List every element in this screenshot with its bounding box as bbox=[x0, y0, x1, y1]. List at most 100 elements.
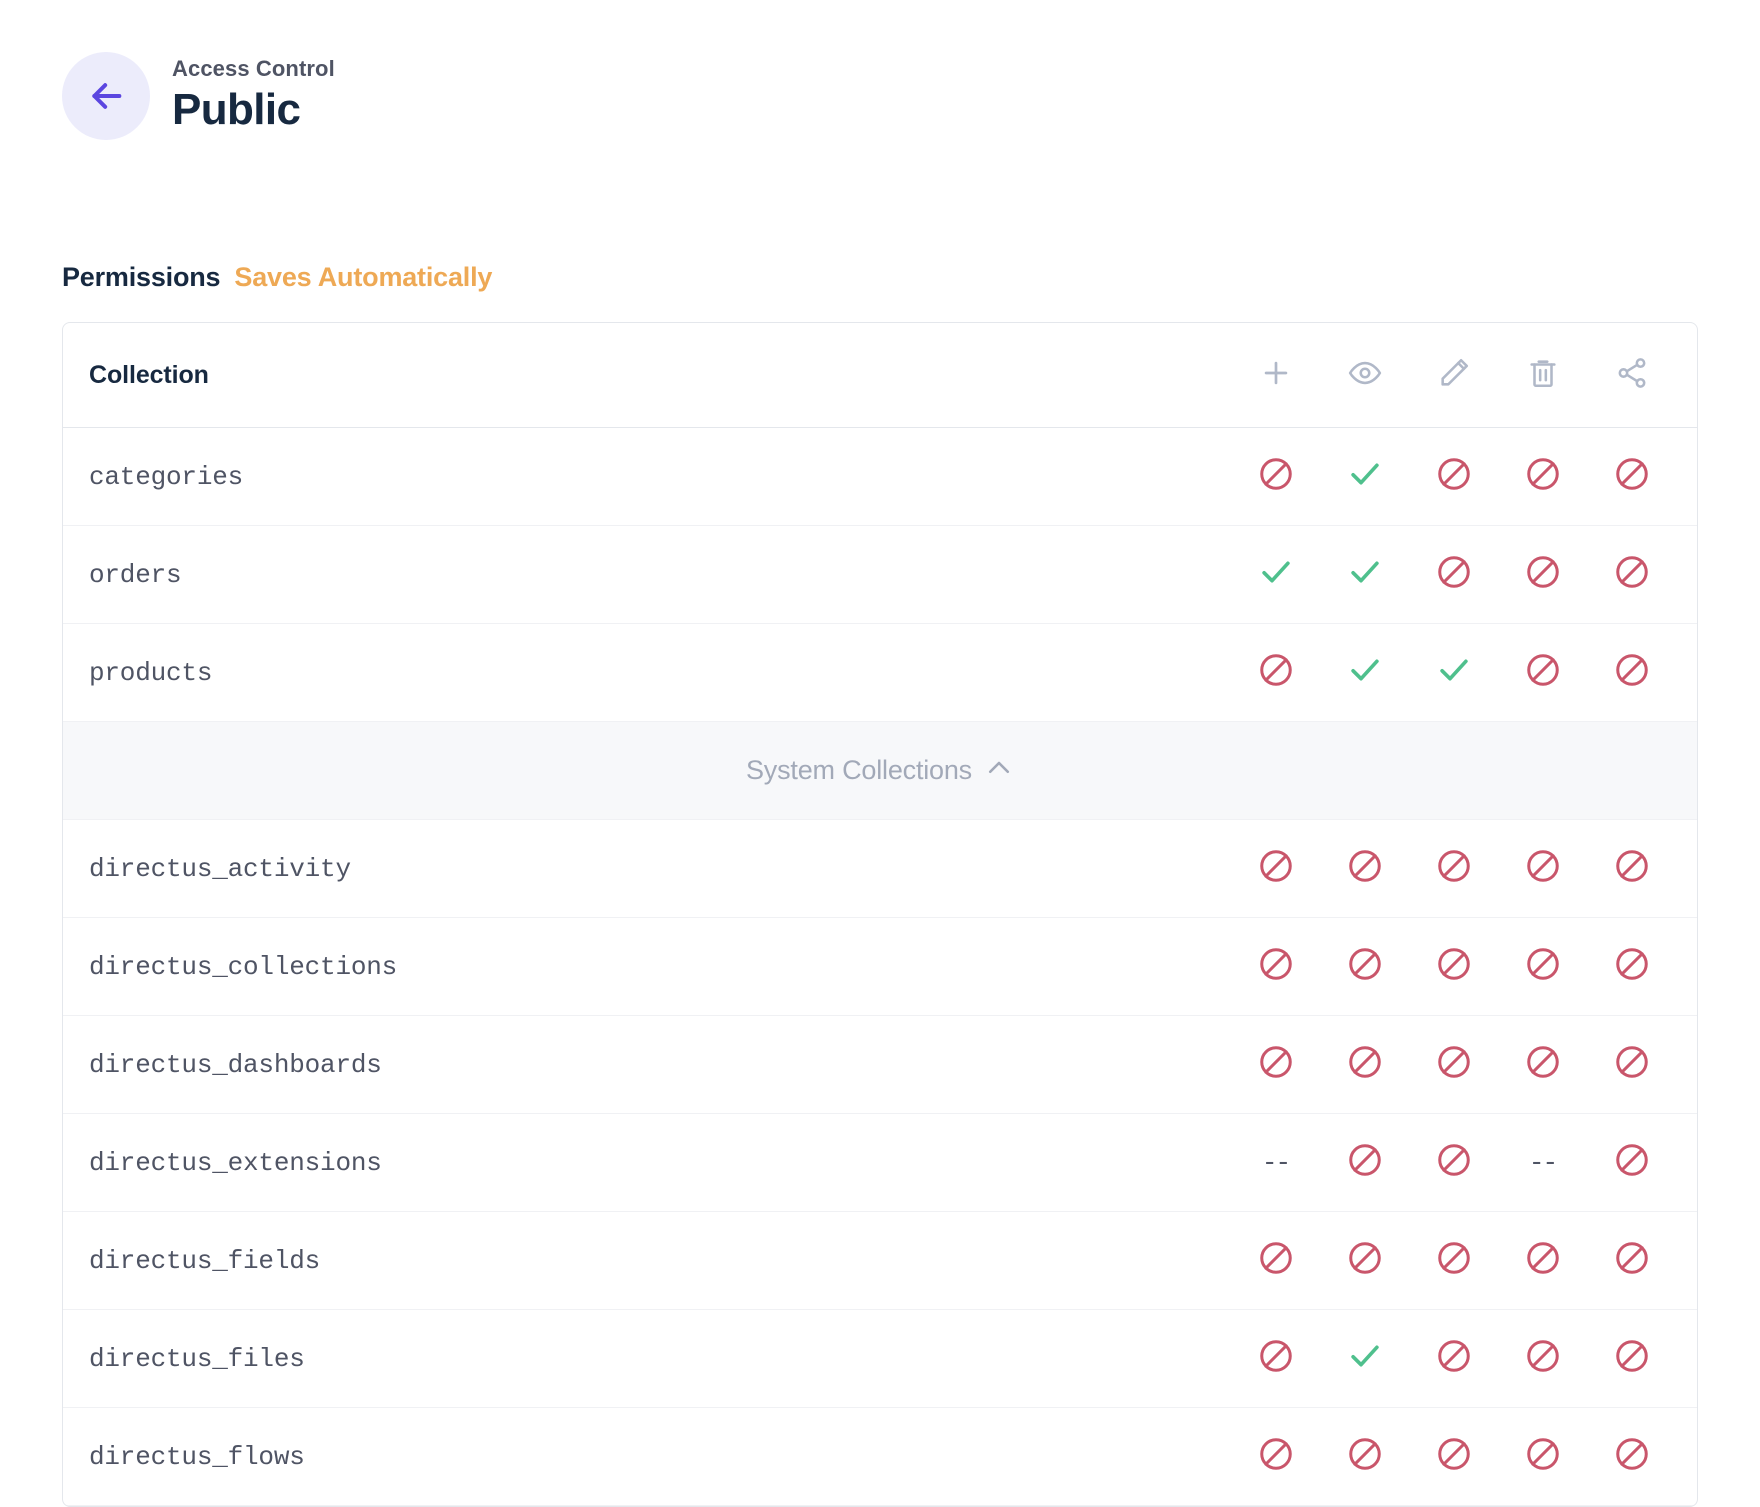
action-column-headers bbox=[1231, 323, 1697, 428]
block-icon bbox=[1613, 1239, 1651, 1282]
collection-name-cell: orders bbox=[63, 560, 1231, 590]
permission-toggle-read[interactable] bbox=[1320, 918, 1409, 1016]
permission-cells bbox=[1231, 1408, 1697, 1506]
permission-toggle-share[interactable] bbox=[1587, 918, 1676, 1016]
block-icon bbox=[1613, 455, 1651, 498]
block-icon bbox=[1613, 1043, 1651, 1086]
permission-toggle-update[interactable] bbox=[1409, 1408, 1498, 1506]
permission-toggle-create[interactable] bbox=[1231, 624, 1320, 722]
permission-toggle-share[interactable] bbox=[1587, 624, 1676, 722]
permission-toggle-create[interactable] bbox=[1231, 918, 1320, 1016]
column-header-delete[interactable] bbox=[1498, 323, 1587, 428]
permission-toggle-read[interactable] bbox=[1320, 1016, 1409, 1114]
collection-name: categories bbox=[89, 461, 244, 492]
permission-toggle-update[interactable] bbox=[1409, 1212, 1498, 1310]
system-collections-toggle[interactable]: System Collections bbox=[63, 722, 1697, 820]
permission-toggle-delete[interactable] bbox=[1498, 526, 1587, 624]
permission-toggle-read[interactable] bbox=[1320, 526, 1409, 624]
collection-name: directus_extensions bbox=[89, 1147, 382, 1178]
arrow-left-icon bbox=[86, 76, 126, 116]
page-title: Public bbox=[172, 85, 301, 135]
permission-toggle-share[interactable] bbox=[1587, 526, 1676, 624]
block-icon bbox=[1435, 1337, 1473, 1380]
permission-toggle-delete[interactable] bbox=[1498, 918, 1587, 1016]
block-icon bbox=[1435, 1435, 1473, 1478]
permission-toggle-create[interactable]: -- bbox=[1231, 1114, 1320, 1212]
permission-toggle-create[interactable] bbox=[1231, 428, 1320, 526]
table-row: directus_extensions -- -- bbox=[63, 1114, 1697, 1212]
column-header-update[interactable] bbox=[1409, 323, 1498, 428]
permission-toggle-delete[interactable] bbox=[1498, 820, 1587, 918]
permission-toggle-create[interactable] bbox=[1231, 1016, 1320, 1114]
permission-cells bbox=[1231, 1016, 1697, 1114]
collection-name-cell: directus_dashboards bbox=[63, 1050, 1231, 1080]
column-header-create[interactable] bbox=[1231, 323, 1320, 428]
block-icon bbox=[1524, 1043, 1562, 1086]
permission-toggle-update[interactable] bbox=[1409, 1016, 1498, 1114]
permission-toggle-delete[interactable] bbox=[1498, 1212, 1587, 1310]
block-icon bbox=[1346, 945, 1384, 988]
block-icon bbox=[1346, 847, 1384, 890]
permission-toggle-update[interactable] bbox=[1409, 1310, 1498, 1408]
permission-toggle-share[interactable] bbox=[1587, 1114, 1676, 1212]
permission-toggle-delete[interactable]: -- bbox=[1498, 1114, 1587, 1212]
check-icon bbox=[1346, 651, 1384, 694]
permission-toggle-share[interactable] bbox=[1587, 428, 1676, 526]
collection-name: directus_dashboards bbox=[89, 1049, 382, 1080]
permission-toggle-share[interactable] bbox=[1587, 1408, 1676, 1506]
collection-column: Collection bbox=[63, 361, 1231, 390]
header-text-group: Access Control Public bbox=[172, 56, 335, 136]
permission-toggle-update[interactable] bbox=[1409, 624, 1498, 722]
column-header-share[interactable] bbox=[1587, 323, 1676, 428]
back-button[interactable] bbox=[62, 52, 150, 140]
permission-toggle-read[interactable] bbox=[1320, 624, 1409, 722]
check-icon bbox=[1346, 455, 1384, 498]
permission-toggle-create[interactable] bbox=[1231, 526, 1320, 624]
table-row: directus_fields bbox=[63, 1212, 1697, 1310]
permission-toggle-create[interactable] bbox=[1231, 1310, 1320, 1408]
permission-toggle-create[interactable] bbox=[1231, 1408, 1320, 1506]
permission-toggle-read[interactable] bbox=[1320, 1408, 1409, 1506]
block-icon bbox=[1346, 1141, 1384, 1184]
permission-toggle-share[interactable] bbox=[1587, 820, 1676, 918]
breadcrumb: Access Control bbox=[172, 56, 335, 81]
permission-toggle-share[interactable] bbox=[1587, 1016, 1676, 1114]
trash-icon bbox=[1526, 356, 1560, 395]
permission-toggle-delete[interactable] bbox=[1498, 428, 1587, 526]
permission-toggle-share[interactable] bbox=[1587, 1212, 1676, 1310]
permission-toggle-read[interactable] bbox=[1320, 1114, 1409, 1212]
block-icon bbox=[1613, 651, 1651, 694]
table-row: directus_activity bbox=[63, 820, 1697, 918]
share-icon bbox=[1615, 356, 1649, 395]
permission-toggle-read[interactable] bbox=[1320, 428, 1409, 526]
block-icon bbox=[1613, 1435, 1651, 1478]
collection-name-cell: directus_fields bbox=[63, 1246, 1231, 1276]
block-icon bbox=[1435, 847, 1473, 890]
collection-name: directus_activity bbox=[89, 853, 351, 884]
permission-toggle-delete[interactable] bbox=[1498, 1310, 1587, 1408]
permission-toggle-update[interactable] bbox=[1409, 820, 1498, 918]
permission-toggle-create[interactable] bbox=[1231, 820, 1320, 918]
permission-toggle-delete[interactable] bbox=[1498, 1408, 1587, 1506]
block-icon bbox=[1613, 1141, 1651, 1184]
permission-toggle-read[interactable] bbox=[1320, 1310, 1409, 1408]
not-applicable-marker: -- bbox=[1261, 1147, 1291, 1178]
permission-toggle-update[interactable] bbox=[1409, 918, 1498, 1016]
plus-icon bbox=[1259, 356, 1293, 395]
permission-toggle-read[interactable] bbox=[1320, 820, 1409, 918]
permission-toggle-update[interactable] bbox=[1409, 1114, 1498, 1212]
block-icon bbox=[1257, 1239, 1295, 1282]
permission-toggle-update[interactable] bbox=[1409, 428, 1498, 526]
permission-toggle-read[interactable] bbox=[1320, 1212, 1409, 1310]
permission-toggle-create[interactable] bbox=[1231, 1212, 1320, 1310]
column-header-read[interactable] bbox=[1320, 323, 1409, 428]
collection-name-cell: directus_collections bbox=[63, 952, 1231, 982]
permission-toggle-delete[interactable] bbox=[1498, 624, 1587, 722]
block-icon bbox=[1524, 847, 1562, 890]
system-collections-label: System Collections bbox=[746, 755, 972, 785]
permission-toggle-share[interactable] bbox=[1587, 1310, 1676, 1408]
permission-toggle-delete[interactable] bbox=[1498, 1016, 1587, 1114]
permission-cells bbox=[1231, 918, 1697, 1016]
block-icon bbox=[1435, 1043, 1473, 1086]
permission-toggle-update[interactable] bbox=[1409, 526, 1498, 624]
